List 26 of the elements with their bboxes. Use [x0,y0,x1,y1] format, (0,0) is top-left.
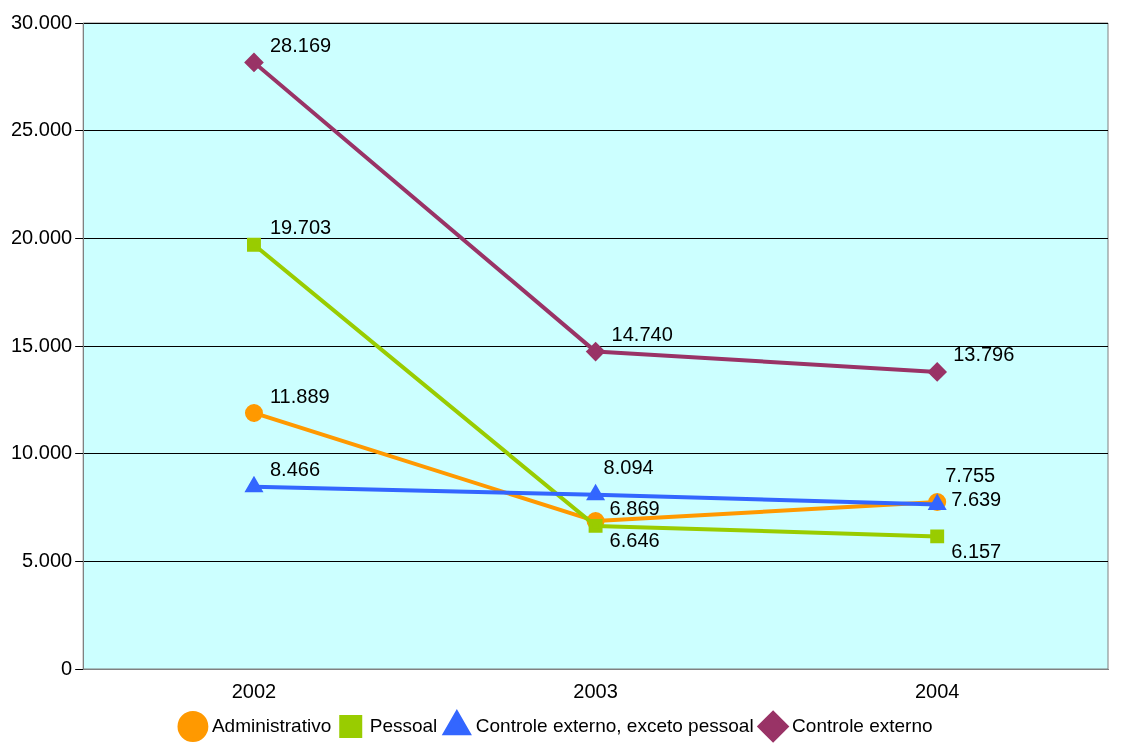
data-label: 8.094 [603,456,654,479]
x-tick-label: 2003 [573,679,618,702]
y-tick-label: 0 [61,656,73,679]
legend-label: Controle externo, exceto pessoal [475,714,754,736]
data-label: 13.796 [953,343,1015,366]
y-tick-label: 20.000 [11,225,73,248]
data-label: 14.740 [611,323,673,346]
data-label: 11.889 [269,384,330,407]
data-label: 7.755 [945,463,996,486]
y-tick-label: 5.000 [22,548,73,571]
data-label: 28.169 [269,33,332,56]
data-label: 6.646 [609,529,660,552]
legend-label: Controle externo [792,714,933,736]
data-label: 8.466 [269,458,321,481]
y-tick-label: 10.000 [11,441,73,464]
x-tick-label: 2004 [914,679,960,702]
legend-label: Administrativo [211,714,332,736]
y-tick-label: 25.000 [11,118,73,141]
data-label: 6.869 [609,496,660,519]
data-label: 6.157 [951,539,1002,562]
legend-label: Pessoal [369,714,438,736]
data-label: 7.639 [951,487,1002,510]
x-tick-label: 2002 [231,679,277,702]
y-tick-label: 15.000 [11,333,73,356]
y-tick-label: 30.000 [11,10,73,33]
data-label: 19.703 [269,216,332,239]
